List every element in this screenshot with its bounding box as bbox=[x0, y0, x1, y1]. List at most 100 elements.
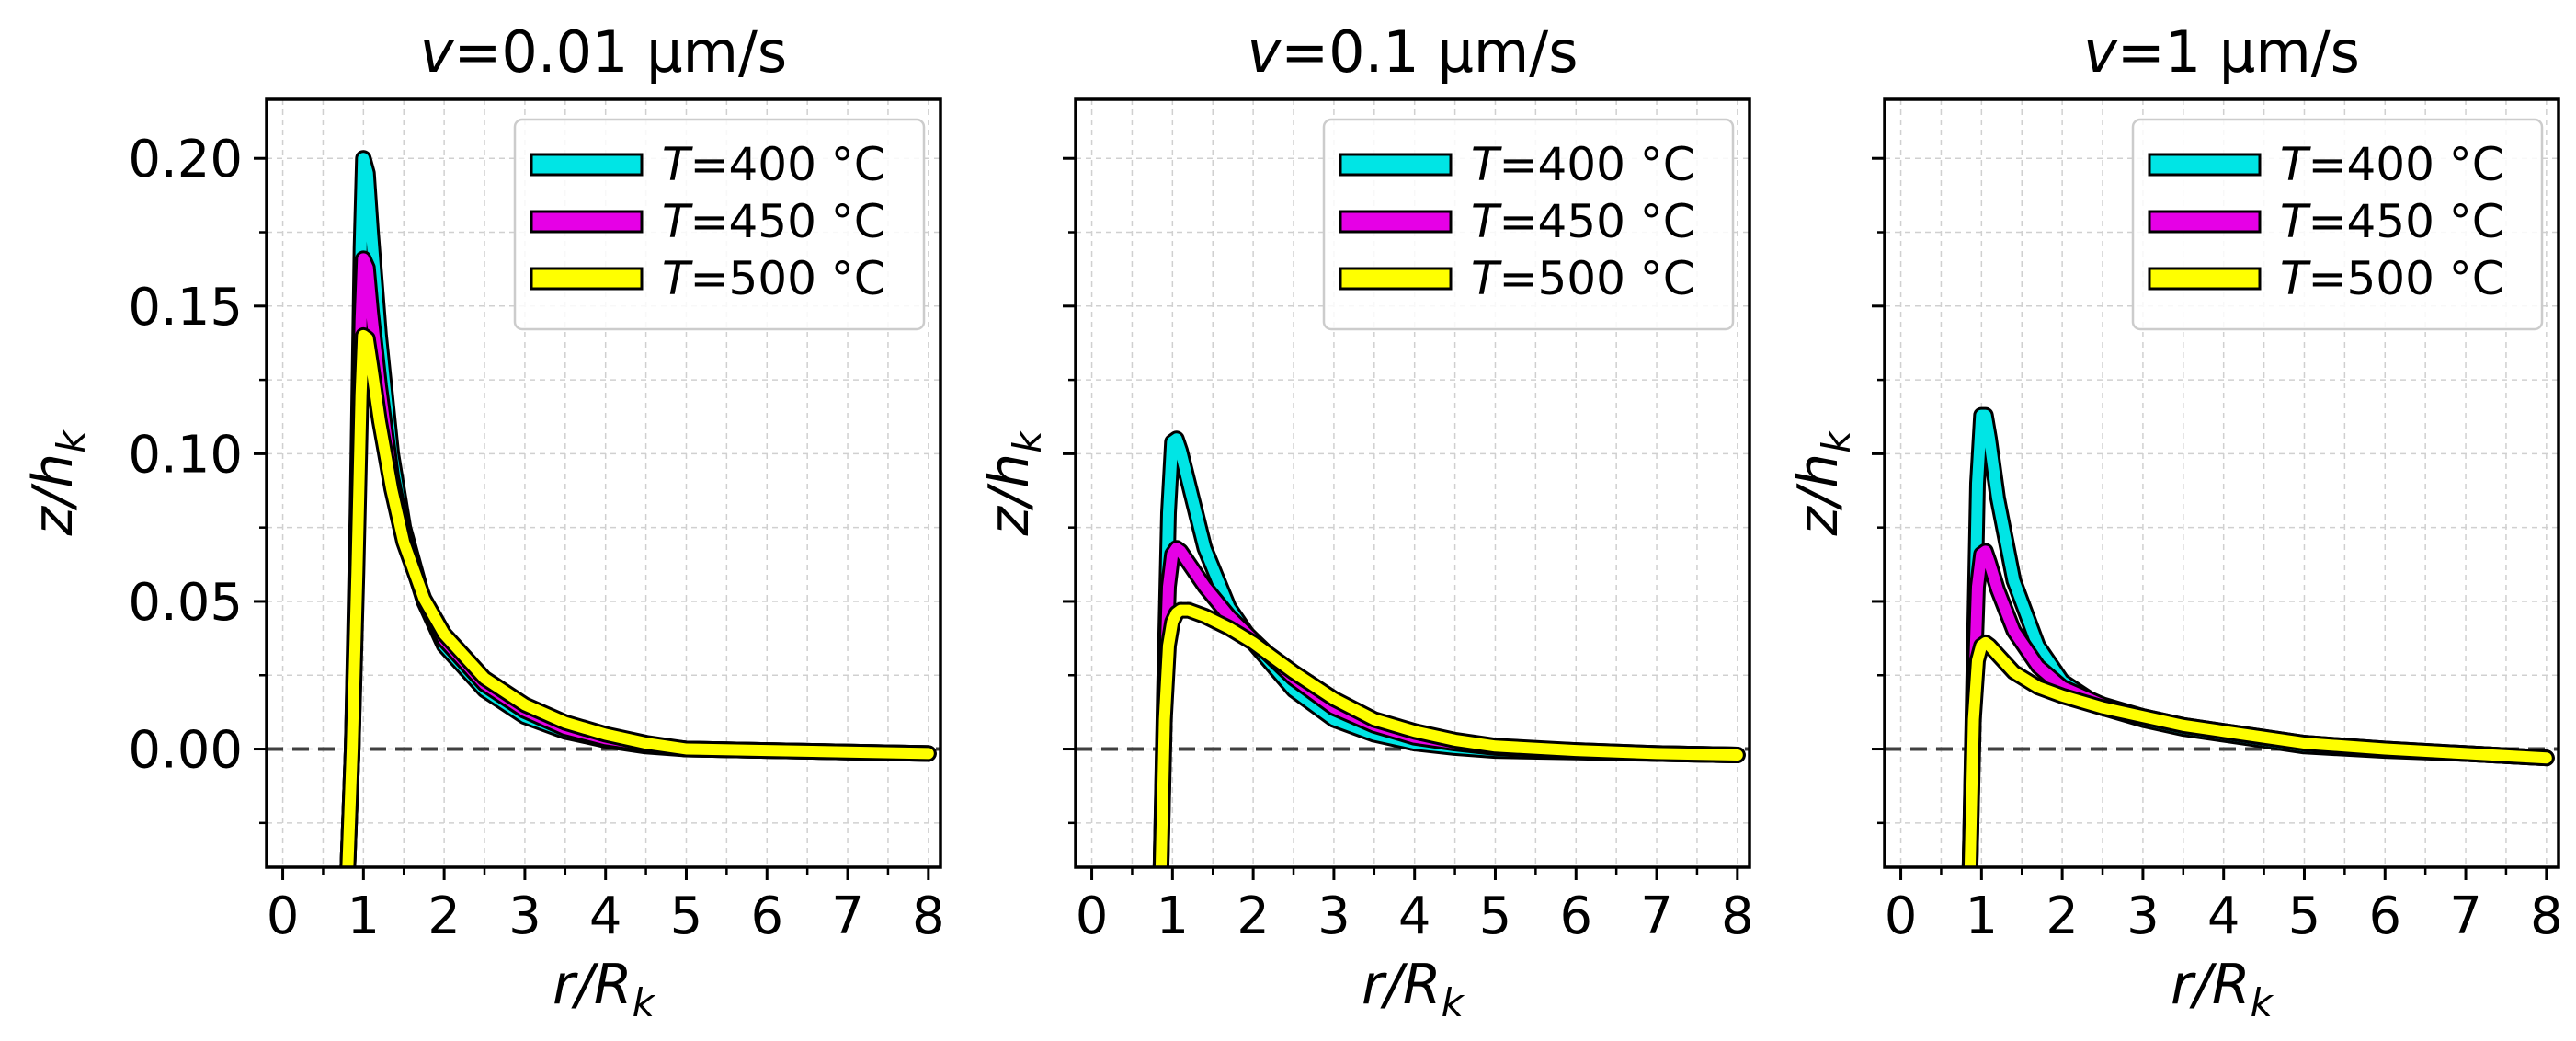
legend-variable: T bbox=[662, 138, 693, 191]
legend-swatch-2 bbox=[1339, 210, 1453, 234]
title-variable: v bbox=[420, 18, 455, 86]
x-tick-label: 3 bbox=[2126, 887, 2160, 946]
title-value: =1 µm/s bbox=[2117, 18, 2360, 86]
y-axis-label: z/hk bbox=[21, 429, 94, 537]
legend-label-2: T=450 °C bbox=[662, 195, 886, 248]
title-variable: v bbox=[2083, 18, 2118, 86]
y-axis-label-sub: k bbox=[49, 429, 94, 453]
x-tick-label: 1 bbox=[348, 887, 381, 946]
x-axis-label: r/Rk bbox=[553, 953, 656, 1025]
series-group bbox=[1152, 430, 1746, 867]
y-axis-label: z/hk bbox=[1786, 429, 1859, 537]
series-line-1 bbox=[1155, 433, 1743, 867]
x-tick-label: 7 bbox=[2449, 887, 2482, 946]
x-axis-label: r/Rk bbox=[1362, 953, 1465, 1025]
legend-value: =450 °C bbox=[2308, 195, 2504, 248]
panel-2: 0 1 2 3 4 5 6 7 8v=0.1 µm/sr/Rkz/hkT=400 °CT=450… bbox=[977, 18, 1754, 1025]
x-axis-label-sub: k bbox=[2251, 980, 2274, 1025]
legend-value: =400 °C bbox=[2308, 138, 2504, 191]
series-outline-2 bbox=[1961, 543, 2555, 867]
x-tick-label: 0 bbox=[267, 887, 300, 946]
legend-label-3: T=500 °C bbox=[2280, 252, 2504, 305]
legend-value: =450 °C bbox=[690, 195, 886, 248]
x-tick-label: 2 bbox=[427, 887, 461, 946]
panel-3: 0 1 2 3 4 5 6 7 8v=1 µm/sr/Rkz/hkT=400 °CT=450 °… bbox=[1786, 18, 2563, 1025]
x-tick-label: 1 bbox=[1157, 887, 1190, 946]
legend-variable: T bbox=[2280, 252, 2311, 305]
legend-value: =500 °C bbox=[690, 252, 886, 305]
y-axis-label-main: z/h bbox=[977, 453, 1042, 537]
x-tick-label: 6 bbox=[1559, 887, 1592, 946]
series-line-2 bbox=[1155, 543, 1743, 867]
x-tick-label: 8 bbox=[912, 887, 945, 946]
legend-label-1: T=400 °C bbox=[662, 138, 886, 191]
legend: T=400 °CT=450 °CT=500 °C bbox=[1322, 118, 1735, 331]
axes-frame bbox=[265, 97, 942, 869]
y-axis-label: z/hk bbox=[977, 429, 1050, 537]
legend-swatch-3 bbox=[2148, 267, 2262, 291]
x-axis-label-main: r/R bbox=[553, 953, 633, 1017]
axes-frame bbox=[1883, 97, 2560, 869]
y-tick-label: 0.15 bbox=[128, 278, 243, 337]
x-tick-label: 5 bbox=[670, 887, 703, 946]
legend-value: =400 °C bbox=[1499, 138, 1695, 191]
x-tick-label: 2 bbox=[2046, 887, 2079, 946]
legend-variable: T bbox=[2280, 195, 2311, 248]
x-tick-label: 6 bbox=[2368, 887, 2401, 946]
x-axis-label-sub: k bbox=[633, 980, 656, 1025]
legend-swatch-1 bbox=[2148, 153, 2262, 177]
legend-label-2: T=450 °C bbox=[1471, 195, 1695, 248]
series-line-3 bbox=[1155, 604, 1743, 867]
series-line-3 bbox=[1964, 636, 2552, 867]
y-tick-label: 0.00 bbox=[128, 721, 243, 781]
legend-value: =500 °C bbox=[1499, 252, 1695, 305]
legend-swatch-2 bbox=[530, 210, 644, 234]
panel-1: 0 1 2 3 4 5 6 7 8 0.20 0.15 0.10 0.05 0.00 v=0.01 µm/s… bbox=[21, 18, 945, 1025]
series-outline-1 bbox=[1961, 406, 2555, 867]
x-tick-label: 8 bbox=[2530, 887, 2563, 946]
legend-swatch-3 bbox=[530, 267, 644, 291]
y-axis-label-sub: k bbox=[1814, 429, 1859, 453]
panel-title: v=1 µm/s bbox=[2083, 18, 2360, 86]
y-tick-label: 0.20 bbox=[128, 130, 243, 189]
series-outline-1 bbox=[1152, 430, 1746, 867]
panel-title: v=0.01 µm/s bbox=[420, 18, 787, 86]
legend-variable: T bbox=[2280, 138, 2311, 191]
x-tick-label: 6 bbox=[750, 887, 783, 946]
x-tick-label: 0 bbox=[1076, 887, 1109, 946]
title-value: =0.1 µm/s bbox=[1281, 18, 1578, 86]
series-outline-2 bbox=[1152, 540, 1746, 867]
legend-variable: T bbox=[1471, 252, 1502, 305]
legend: T=400 °CT=450 °CT=500 °C bbox=[2131, 118, 2544, 331]
legend-label-1: T=400 °C bbox=[1471, 138, 1695, 191]
y-axis-label-main: z/h bbox=[1786, 453, 1851, 537]
x-tick-label: 4 bbox=[2207, 887, 2240, 946]
legend-variable: T bbox=[662, 252, 693, 305]
series-line-1 bbox=[1964, 409, 2552, 867]
legend: T=400 °CT=450 °CT=500 °C bbox=[513, 118, 926, 331]
y-tick-label: 0.05 bbox=[128, 573, 243, 633]
x-tick-label: 5 bbox=[1479, 887, 1512, 946]
series-group bbox=[1961, 406, 2555, 867]
legend-value: =450 °C bbox=[1499, 195, 1695, 248]
x-tick-label: 8 bbox=[1721, 887, 1754, 946]
x-tick-label: 5 bbox=[2288, 887, 2321, 946]
legend-swatch-1 bbox=[530, 153, 644, 177]
axes-frame bbox=[1074, 97, 1751, 869]
legend-swatch-2 bbox=[2148, 210, 2262, 234]
legend-variable: T bbox=[1471, 195, 1502, 248]
x-tick-label: 7 bbox=[1640, 887, 1673, 946]
x-tick-label: 3 bbox=[1317, 887, 1351, 946]
title-variable: v bbox=[1248, 18, 1282, 86]
x-axis-label-main: r/R bbox=[2171, 953, 2251, 1017]
legend-label-3: T=500 °C bbox=[662, 252, 886, 305]
x-axis-label: r/Rk bbox=[2171, 953, 2274, 1025]
legend-value: =400 °C bbox=[690, 138, 886, 191]
x-axis-label-sub: k bbox=[1442, 980, 1465, 1025]
y-axis-label-sub: k bbox=[1005, 429, 1050, 453]
series-outline-2 bbox=[339, 250, 937, 867]
x-tick-label: 4 bbox=[589, 887, 622, 946]
title-value: =0.01 µm/s bbox=[453, 18, 787, 86]
series-line-2 bbox=[342, 253, 934, 867]
